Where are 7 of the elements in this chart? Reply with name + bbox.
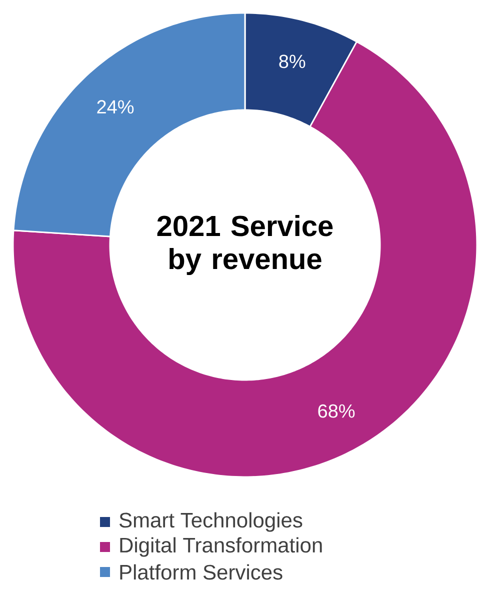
text: 2021 Service by revenue	[157, 214, 333, 276]
legend-label: Platform Services	[120, 564, 282, 580]
data-label: 24%	[97, 100, 134, 114]
legend-label: Smart Technologies	[120, 512, 302, 532]
data-label: 8%	[279, 54, 306, 68]
legend-label: Digital Transformation	[120, 537, 322, 557]
data-label: 68%	[318, 404, 355, 418]
